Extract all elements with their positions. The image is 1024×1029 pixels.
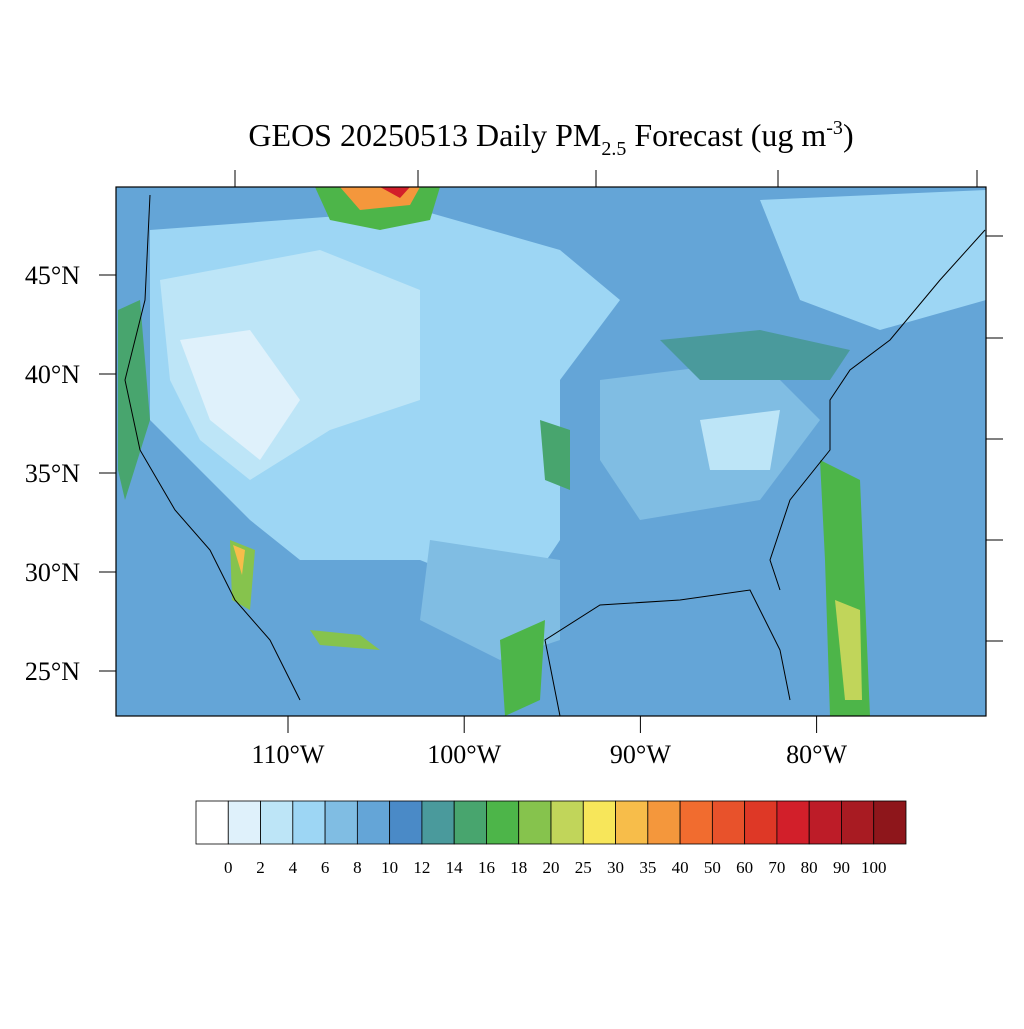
colorbar-swatch	[873, 800, 907, 845]
title-mid: Forecast (ug m	[626, 117, 826, 153]
colorbar-swatch	[389, 800, 423, 845]
colorbar-level: 0	[224, 858, 233, 877]
colorbar-level: 18	[510, 858, 527, 877]
colorbar-level: 80	[801, 858, 818, 877]
colorbar-swatch	[776, 800, 810, 845]
colorbar-swatch	[227, 800, 261, 845]
colorbar-swatch	[486, 800, 520, 845]
colorbar-swatch	[711, 800, 746, 845]
axes: 45°N 40°N 35°N 30°N 25°N 110°W 100°W 90°W 80°W	[25, 261, 848, 769]
colorbar-level: 40	[672, 858, 689, 877]
lon-tick-label: 100°W	[427, 740, 501, 769]
colorbar-swatch	[582, 800, 616, 845]
colorbar-level: 8	[353, 858, 362, 877]
colorbar-swatch	[292, 800, 326, 845]
lon-tick-label: 90°W	[610, 740, 671, 769]
lon-tick-label: 110°W	[252, 740, 325, 769]
colorbar-level: 25	[575, 858, 592, 877]
title-sub: 2.5	[601, 138, 626, 160]
colorbar-level: 90	[833, 858, 850, 877]
colorbar-level: 20	[543, 858, 560, 877]
colorbar-swatch	[615, 800, 649, 845]
colorbar-swatch	[744, 800, 778, 845]
map-field	[115, 170, 1003, 717]
colorbar-swatch	[808, 800, 842, 845]
colorbar-level: 50	[704, 858, 721, 877]
colorbar-level: 100	[861, 858, 887, 877]
colorbar-level: 10	[381, 858, 398, 877]
colorbar-level: 35	[639, 858, 656, 877]
colorbar-swatch	[356, 800, 391, 845]
title-sup: -3	[826, 117, 843, 139]
title: GEOS 20250513 Daily PM2.5 Forecast (ug m…	[248, 117, 853, 160]
colorbar-swatch	[195, 800, 229, 845]
lat-tick-label: 45°N	[25, 261, 80, 290]
colorbar-swatch	[679, 800, 713, 845]
colorbar-level: 6	[321, 858, 330, 877]
colorbar-level: 30	[607, 858, 624, 877]
colorbar: 0 2 4 6 8 10 12 14 16 18 20 25 30 35 40 50 60 70 80 90 100	[195, 800, 907, 877]
lat-tick-label: 30°N	[25, 558, 80, 587]
colorbar-swatch	[453, 800, 487, 845]
colorbar-level: 70	[768, 858, 785, 877]
title-end: )	[843, 117, 854, 153]
colorbar-level: 60	[736, 858, 753, 877]
colorbar-swatch	[324, 800, 358, 845]
colorbar-swatch	[841, 800, 875, 845]
colorbar-level: 2	[256, 858, 265, 877]
colorbar-swatch	[260, 800, 294, 845]
lat-tick-label: 40°N	[25, 360, 80, 389]
colorbar-level: 12	[413, 858, 430, 877]
colorbar-level: 16	[478, 858, 495, 877]
lat-tick-label: 25°N	[25, 657, 80, 686]
colorbar-swatch	[518, 800, 552, 845]
colorbar-swatch	[647, 800, 681, 845]
colorbar-level: 4	[289, 858, 298, 877]
lat-tick-label: 35°N	[25, 459, 80, 488]
colorbar-swatch	[550, 800, 584, 845]
lon-tick-label: 80°W	[786, 740, 847, 769]
title-lead: GEOS 20250513 Daily PM	[248, 117, 601, 153]
colorbar-swatch	[421, 800, 455, 845]
colorbar-level: 14	[446, 858, 464, 877]
